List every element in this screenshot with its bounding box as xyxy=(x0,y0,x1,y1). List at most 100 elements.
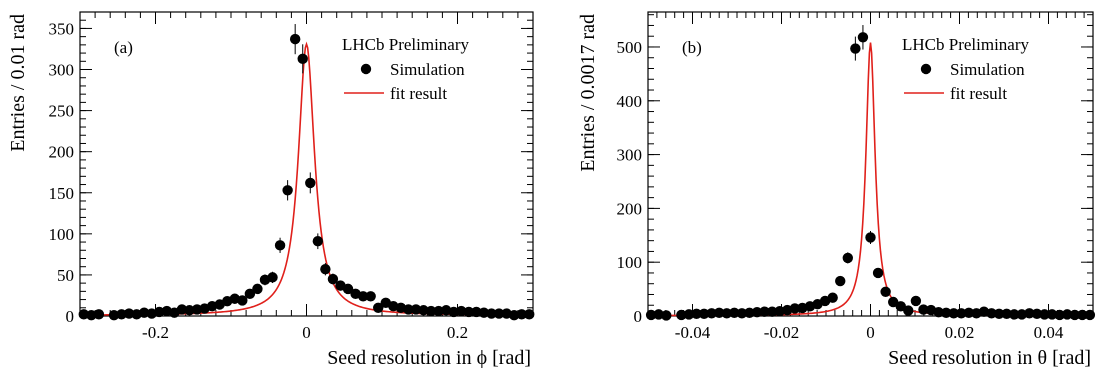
point-marker xyxy=(714,307,725,318)
data-point xyxy=(1009,309,1020,320)
point-marker xyxy=(986,308,997,319)
data-point xyxy=(850,36,861,61)
data-point xyxy=(721,308,732,319)
point-marker xyxy=(244,288,256,300)
point-marker xyxy=(1001,308,1012,320)
point-marker xyxy=(729,307,740,318)
point-marker xyxy=(963,307,975,318)
point-marker xyxy=(1031,308,1043,320)
point-marker xyxy=(289,33,301,45)
y-tick-label: 50 xyxy=(57,266,74,285)
point-marker xyxy=(403,304,414,315)
x-tick-label: 0.02 xyxy=(945,323,975,342)
point-marker xyxy=(1039,309,1050,320)
data-point xyxy=(940,307,952,318)
data-point xyxy=(872,267,884,279)
point-marker xyxy=(940,307,952,318)
y-tick-label: 200 xyxy=(49,143,75,162)
point-marker xyxy=(508,309,520,321)
point-marker xyxy=(691,308,702,320)
y-tick-label: 0 xyxy=(634,307,643,326)
point-marker xyxy=(342,283,354,295)
point-marker xyxy=(116,309,127,320)
point-marker xyxy=(176,304,188,315)
point-marker xyxy=(365,291,376,302)
point-marker xyxy=(320,263,331,275)
data-point xyxy=(789,303,801,314)
point-marker xyxy=(108,309,120,321)
point-marker xyxy=(850,43,861,54)
axis-ticks: 0 50 100 150 200 250 300 350 -0.2 0 0.2 xyxy=(49,11,534,342)
x-axis-title: Seed resolution in θ [rad] xyxy=(888,347,1091,368)
data-point xyxy=(865,230,876,244)
data-point xyxy=(516,309,527,320)
point-marker xyxy=(895,301,906,312)
y-tick-label: 400 xyxy=(617,92,643,111)
x-tick-label: -0.04 xyxy=(675,323,711,342)
data-point xyxy=(274,237,286,253)
point-marker xyxy=(486,308,497,319)
legend-label-simulation: Simulation xyxy=(390,60,465,79)
axis-ticks: 0 100 200 300 400 500 -0.04 -0.02 0 0.02 0.04 xyxy=(617,12,1094,342)
data-point xyxy=(1031,308,1043,320)
data-point xyxy=(373,302,384,313)
point-marker xyxy=(842,252,854,264)
point-marker xyxy=(312,236,324,247)
legend-label-fit: fit result xyxy=(950,84,1007,103)
point-marker xyxy=(456,305,467,317)
data-point xyxy=(766,306,778,317)
point-marker xyxy=(918,304,929,315)
data-point xyxy=(683,309,695,320)
y-tick-label: 350 xyxy=(49,19,75,38)
point-marker xyxy=(86,309,97,321)
data-point xyxy=(1024,308,1035,319)
y-axis-title: Entries / 0.01 rad xyxy=(7,14,29,152)
data-point xyxy=(184,305,195,316)
point-marker xyxy=(789,303,801,314)
data-point xyxy=(138,307,150,318)
point-marker xyxy=(493,308,505,319)
point-marker xyxy=(661,310,672,321)
point-marker xyxy=(433,305,444,317)
data-point xyxy=(365,291,376,302)
data-point xyxy=(1054,309,1065,321)
data-point xyxy=(237,295,248,306)
point-marker xyxy=(410,304,422,315)
experiment-annotation: LHCb Preliminary xyxy=(342,35,470,54)
data-points-layer xyxy=(78,24,535,321)
data-point xyxy=(1046,309,1058,320)
data-point xyxy=(835,275,846,287)
data-point xyxy=(403,304,414,315)
data-point xyxy=(736,308,748,319)
data-point xyxy=(1061,309,1073,320)
point-marker xyxy=(993,308,1005,320)
data-point xyxy=(252,283,263,295)
data-point xyxy=(320,262,331,276)
data-point xyxy=(729,307,740,318)
data-point xyxy=(508,309,520,321)
experiment-annotation: LHCb Preliminary xyxy=(902,35,1030,54)
point-marker xyxy=(766,306,778,317)
fit-curve xyxy=(647,42,1094,317)
data-point xyxy=(108,309,120,321)
data-point xyxy=(895,301,906,312)
y-tick-label: 100 xyxy=(617,253,643,272)
point-marker xyxy=(524,309,535,320)
data-point xyxy=(486,308,497,319)
point-marker xyxy=(297,53,308,65)
data-point xyxy=(357,291,369,302)
data-point xyxy=(297,44,308,74)
data-point xyxy=(78,309,89,320)
data-point xyxy=(524,309,535,320)
data-point xyxy=(827,292,838,303)
y-axis-title: Entries / 0.0017 rad xyxy=(577,14,599,172)
data-point xyxy=(86,309,97,321)
y-tick-label: 500 xyxy=(617,38,643,57)
data-points-layer xyxy=(645,25,1096,321)
point-marker xyxy=(516,309,527,320)
point-marker xyxy=(463,306,475,318)
data-point xyxy=(327,273,339,285)
point-marker xyxy=(1077,309,1088,321)
point-marker xyxy=(857,32,869,43)
point-marker xyxy=(1046,309,1058,320)
